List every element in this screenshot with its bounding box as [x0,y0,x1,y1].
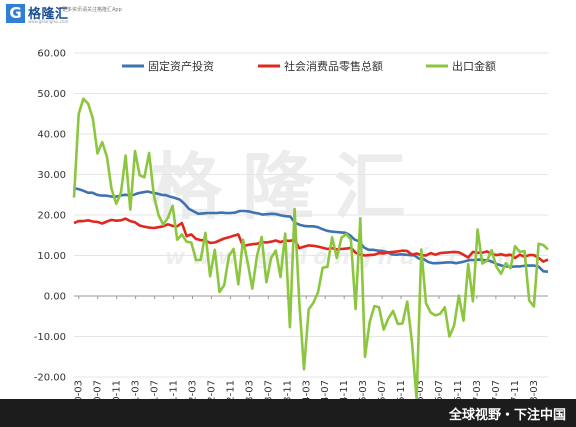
y-tick-label: 60.00 [37,49,66,60]
x-tick-label: 2016-11 [453,380,464,399]
x-tick-label: 2010-07 [93,380,104,399]
x-tick-label: 2014-07 [320,380,331,399]
series-line-2 [73,217,549,263]
y-tick-label: 50.00 [37,89,66,100]
x-tick-label: 2010-11 [112,380,123,399]
y-tick-label: -20.00 [34,373,66,384]
x-tick-label: 2010-03 [74,380,85,399]
x-tick-label: 2015-11 [396,380,407,399]
y-tick-label: 0.00 [44,292,66,303]
x-tick-label: 2014-11 [339,380,350,399]
x-tick-label: 2015-03 [358,380,369,399]
legend-label-1: 固定资产投资 [148,59,214,73]
brand-name: 格隆汇 [28,7,69,22]
footer-slogan: 全球视野・下注中国 [448,408,566,423]
y-tick-label: 40.00 [37,130,66,141]
brand-logo-icon: G [6,4,25,23]
legend-label-3: 出口金额 [452,59,496,73]
x-tick-label: 2012-07 [206,380,217,399]
line-chart: 60.00 50.00 40.00 30.00 20.00 10.00 0.00 -10.00… [34,49,549,399]
y-tick-label: 10.00 [37,251,66,262]
x-tick-label: 2012-03 [188,380,199,399]
x-tick-label: 2016-07 [434,380,445,399]
x-tick-label: 2013-11 [282,380,293,399]
series-line-3 [72,97,549,399]
x-tick-label: 2014-03 [301,380,312,399]
y-tick-label: 20.00 [37,211,66,222]
x-tick-label: 2015-07 [377,380,388,399]
x-tick-label: 2018-03 [529,380,540,399]
y-tick-label: 30.00 [37,170,66,181]
x-tick-label: 2016-03 [415,380,426,399]
x-tick-label: 2011-07 [150,380,161,399]
brand-site: www.gelonghui.com [28,19,69,24]
x-tick-label: 2011-03 [131,380,142,399]
x-tick-label: 2013-07 [263,380,274,399]
footer-bar: 全球视野・下注中国 [0,399,576,427]
x-tick-label: 2017-03 [472,380,483,399]
x-tick-label: 2013-03 [244,380,255,399]
y-tick-label: -10.00 [34,332,66,343]
x-tick-label: 2011-11 [169,380,180,399]
x-tick-label: 2012-11 [225,380,236,399]
brand-tagline: 更多资讯请关注格隆汇App [62,7,122,13]
x-tick-label: 2017-07 [491,380,502,399]
x-tick-label: 2017-11 [510,380,521,399]
legend-label-2: 社会消费品零售总额 [284,59,383,73]
